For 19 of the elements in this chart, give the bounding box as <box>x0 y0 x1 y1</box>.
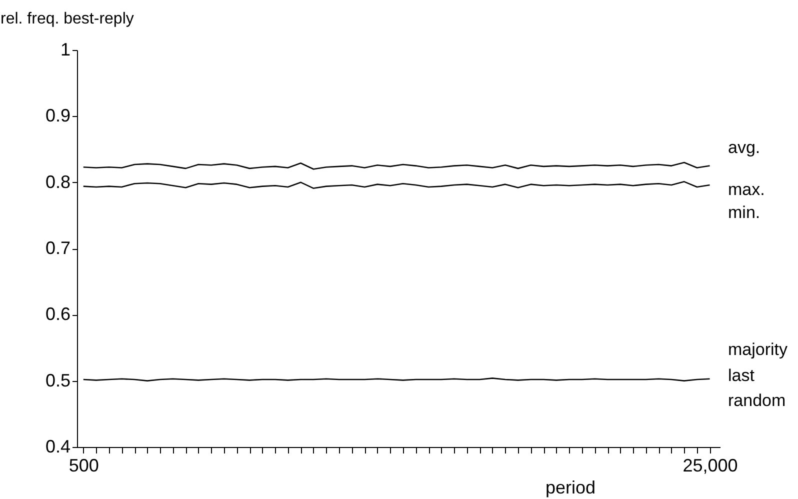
y-tick-label: 0.9 <box>45 106 70 126</box>
text: random <box>728 391 786 410</box>
y-tick-label: 0.5 <box>45 370 70 390</box>
text: avg. <box>728 138 760 157</box>
x-tick-label: 25,000 <box>682 456 738 476</box>
x-axis-title: period <box>545 478 596 498</box>
x-tick-label: 500 <box>68 456 99 476</box>
text: last <box>728 366 755 385</box>
line-series <box>82 162 710 170</box>
y-tick-label: 0.8 <box>45 172 70 192</box>
y-tick-label: 1 <box>60 40 70 60</box>
text: min. <box>728 203 760 222</box>
text: max. <box>728 180 765 199</box>
y-tick-label: 0.7 <box>45 238 70 258</box>
y-axis-title: rel. freq. best-reply <box>0 10 134 28</box>
line-series <box>82 181 710 189</box>
text: majority <box>728 340 788 359</box>
y-tick-label: 0.6 <box>45 304 70 324</box>
y-tick-label: 0.4 <box>45 436 70 456</box>
